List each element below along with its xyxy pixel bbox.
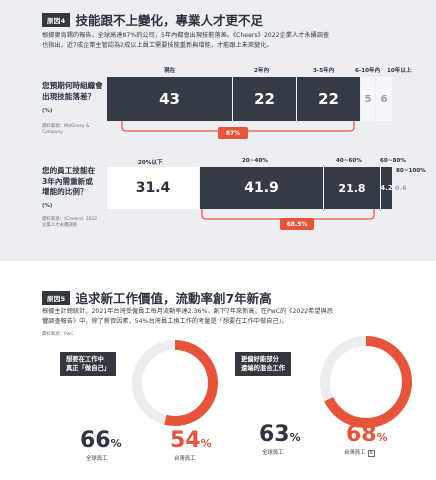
reason4-header: 原因4 技能跟不上變化，專業人才更不足	[42, 10, 263, 29]
donut-left-label: 想要在工作中 真正「做自己」	[60, 352, 117, 376]
reason4-intro: 根據麥肯錫的報告，全球高達87%的公司，5年內都會出現技能落差。《Cheers》…	[42, 32, 330, 49]
donut-right-global-caption: 全球員工	[262, 450, 284, 456]
reskill-bar-4: 0.6	[395, 184, 407, 192]
reason4-tag: 原因4	[42, 12, 71, 27]
reason4-heading: 技能跟不上變化，專業人才更不足	[75, 13, 263, 28]
donut-left-arc	[132, 340, 218, 426]
donut-left-global-caption: 全球員工	[86, 456, 108, 462]
donut-left	[132, 340, 218, 426]
reskill-unit: (%)	[42, 203, 53, 209]
reason5-source: 資料來源：PwC	[42, 332, 74, 337]
reskill-source: 資料來源：《Cheers》2022 企業人才永續調查	[42, 217, 98, 228]
donut-right-global-value: 63%	[259, 422, 301, 447]
gap-bar-now: 43	[107, 77, 233, 121]
reason5-tag: 原因5	[42, 290, 71, 305]
gap-bar-10y: 6	[376, 77, 393, 121]
gap-bar-2y: 22	[233, 77, 297, 121]
gap-header-3-5y: 3-5年內	[313, 68, 335, 74]
reskill-bar-2: 21.8	[324, 167, 381, 209]
gap-summary-pill: 87%	[218, 127, 248, 139]
donut-left-taiwan-value: 54%	[170, 428, 212, 453]
gap-header-2y: 2年內	[254, 68, 270, 74]
gap-header-now: 現在	[164, 68, 176, 74]
gap-bar-3-5y: 22	[297, 77, 361, 121]
gap-question: 您預期何時組織會 出現技能落差？	[42, 81, 103, 101]
donut-left-taiwan-caption: 台灣員工	[174, 456, 196, 462]
gap-bar-6-10y: 5	[361, 77, 376, 121]
reskill-question: 您的員工技能在 3年內需重新或 增能的比例？	[42, 166, 96, 196]
reason5-header: 原因5 追求新工作價值，流動率創7年新高	[42, 288, 272, 307]
reskill-header-4: 80~100%	[396, 168, 426, 174]
gap-source: 資料來源：McKinsey & Company	[42, 124, 90, 135]
reason5-heading: 追求新工作價值，流動率創7年新高	[75, 291, 272, 306]
reason5-intro: 根據主計總統計，2021年台灣受僱員工每月流動率達2.36%，創下7年來新高。在…	[42, 308, 333, 325]
donut-right-taiwan-value: 68%	[346, 422, 388, 447]
reskill-header-3: 60~80%	[380, 158, 406, 164]
donut-right-taiwan-caption: 台灣員工 B	[344, 450, 375, 457]
gap-stacked-bar: 43 22 22 5 6	[107, 77, 393, 121]
reskill-stacked-bar: 31.4 41.9 21.8 4.2 0.6	[107, 167, 407, 209]
reskill-header-0: 20%以下	[138, 160, 163, 166]
reskill-summary-pill: 68.5%	[280, 218, 314, 230]
gap-unit: (%)	[42, 108, 53, 114]
reskill-bar-1: 41.9	[200, 167, 324, 209]
page-badge: B	[367, 450, 375, 457]
gap-header-6-10y: 6-10年內	[355, 68, 381, 74]
donut-right-label: 更偏好能部分 遠端的混合工作	[235, 352, 292, 376]
donut-right	[320, 336, 412, 428]
donut-left-global-value: 66%	[80, 428, 122, 453]
reskill-header-2: 40~60%	[336, 158, 362, 164]
donut-right-arc	[320, 336, 412, 428]
reskill-header-1: 20~40%	[242, 158, 268, 164]
reskill-bar-0: 31.4	[107, 167, 200, 209]
reskill-bar-3: 4.2	[380, 167, 393, 209]
gap-header-10y: 10年以上	[387, 68, 412, 74]
